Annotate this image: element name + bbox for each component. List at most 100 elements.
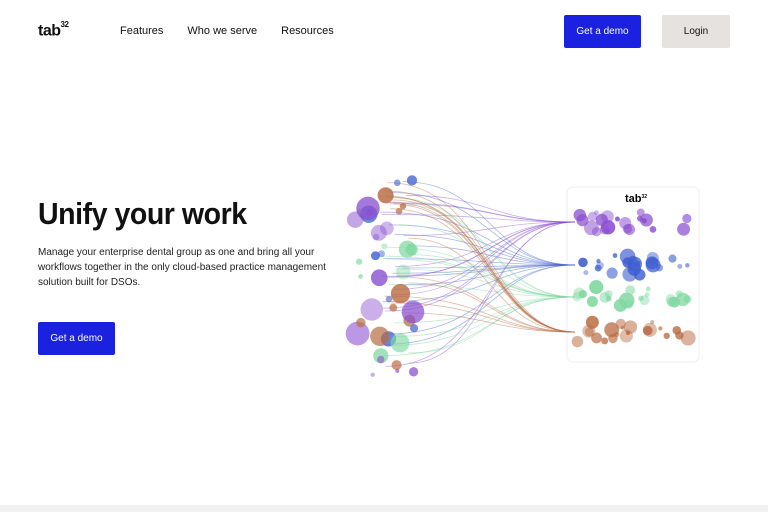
data-bubble (578, 289, 587, 299)
source-bubble (360, 298, 383, 321)
source-bubble (408, 367, 419, 377)
source-bubble (409, 324, 419, 333)
flow-line (385, 221, 576, 367)
flow-line (387, 202, 576, 223)
data-bubble (601, 337, 609, 345)
source-bubble (381, 243, 388, 250)
flow-line (382, 264, 576, 303)
flow-line (384, 264, 576, 345)
flow-line (408, 282, 576, 333)
flow-line (386, 258, 576, 298)
flow-line (392, 199, 576, 333)
flow-line (393, 203, 576, 223)
flow-line (402, 181, 576, 266)
source-bubble (370, 251, 380, 261)
data-bubble (641, 218, 647, 224)
flow-line (389, 203, 576, 333)
footer-strip (0, 505, 768, 512)
source-bubble (377, 355, 385, 364)
flow-line (395, 276, 576, 333)
source-bubble (377, 250, 385, 258)
flow-line (408, 237, 576, 333)
flow-line (407, 245, 576, 266)
data-bubble (672, 325, 682, 335)
flow-line (391, 302, 576, 333)
source-bubble (372, 233, 380, 241)
source-bubble (377, 187, 394, 204)
flow-line (381, 264, 576, 277)
get-demo-button[interactable]: Get a demo (564, 15, 641, 48)
data-bubble (663, 332, 670, 340)
data-bubble (636, 208, 645, 217)
flow-line (383, 258, 576, 266)
data-bubble (596, 258, 601, 264)
source-bubble (355, 258, 363, 265)
source-bubble (401, 300, 425, 324)
source-bubble (395, 207, 403, 215)
hero-title: Unify your work (38, 196, 247, 231)
source-bubble (390, 333, 410, 353)
logo-sup: 32 (60, 20, 69, 29)
source-bubble (345, 321, 370, 346)
source-bubble (405, 243, 418, 256)
hero-get-demo-button[interactable]: Get a demo (38, 322, 115, 355)
data-bubble (606, 267, 618, 279)
source-bubble (370, 372, 375, 377)
flow-line (387, 221, 576, 278)
data-bubble (614, 332, 620, 338)
flow-line (380, 296, 576, 347)
source-bubble (395, 368, 400, 373)
workflow-illustration: tab32 (345, 175, 700, 377)
source-bubble (399, 202, 407, 210)
data-bubble (586, 295, 598, 308)
flow-line (394, 221, 576, 290)
data-bubble (585, 315, 599, 329)
data-bubble (587, 211, 598, 222)
data-bubble (625, 330, 631, 336)
data-bubble (589, 280, 604, 295)
flow-line (392, 296, 576, 337)
flow-line (380, 255, 576, 298)
flow-line (392, 264, 576, 274)
source-bubble (370, 224, 387, 241)
data-bubble (615, 318, 626, 329)
data-bubble (683, 295, 692, 304)
flow-line (404, 264, 576, 286)
nav-link-features[interactable]: Features (120, 25, 164, 37)
data-bubble (595, 213, 608, 226)
data-bubble (645, 286, 651, 292)
nav-link-who-we-serve[interactable]: Who we serve (187, 25, 258, 37)
data-bubble (584, 327, 594, 337)
data-bubble (658, 326, 663, 331)
flow-line (384, 264, 576, 335)
data-bubble (682, 213, 692, 224)
flow-line (387, 190, 576, 333)
login-button[interactable]: Login (662, 15, 730, 48)
data-bubble (677, 263, 683, 269)
flow-line (408, 254, 576, 298)
flow-line (380, 211, 576, 266)
data-bubble (680, 330, 696, 346)
logo[interactable]: tab32 (38, 20, 69, 40)
data-bubble (633, 268, 646, 281)
data-bubble (645, 256, 659, 270)
source-bubble (391, 360, 402, 371)
data-bubble (628, 255, 638, 265)
flow-line (388, 224, 576, 266)
source-bubble (385, 295, 393, 303)
data-bubble (646, 252, 659, 265)
flow-line (401, 312, 576, 333)
flow-line (383, 296, 576, 356)
data-bubble (594, 264, 602, 272)
source-bubble (406, 175, 418, 186)
flow-line (406, 194, 576, 223)
data-bubble (644, 292, 650, 298)
data-bubble (614, 216, 620, 222)
data-bubble (649, 226, 657, 233)
flow-line (389, 201, 576, 333)
data-bubble (573, 287, 585, 299)
data-bubble (571, 335, 584, 348)
data-bubble (578, 257, 588, 268)
nav-link-resources[interactable]: Resources (281, 25, 334, 37)
flow-line (389, 208, 576, 333)
